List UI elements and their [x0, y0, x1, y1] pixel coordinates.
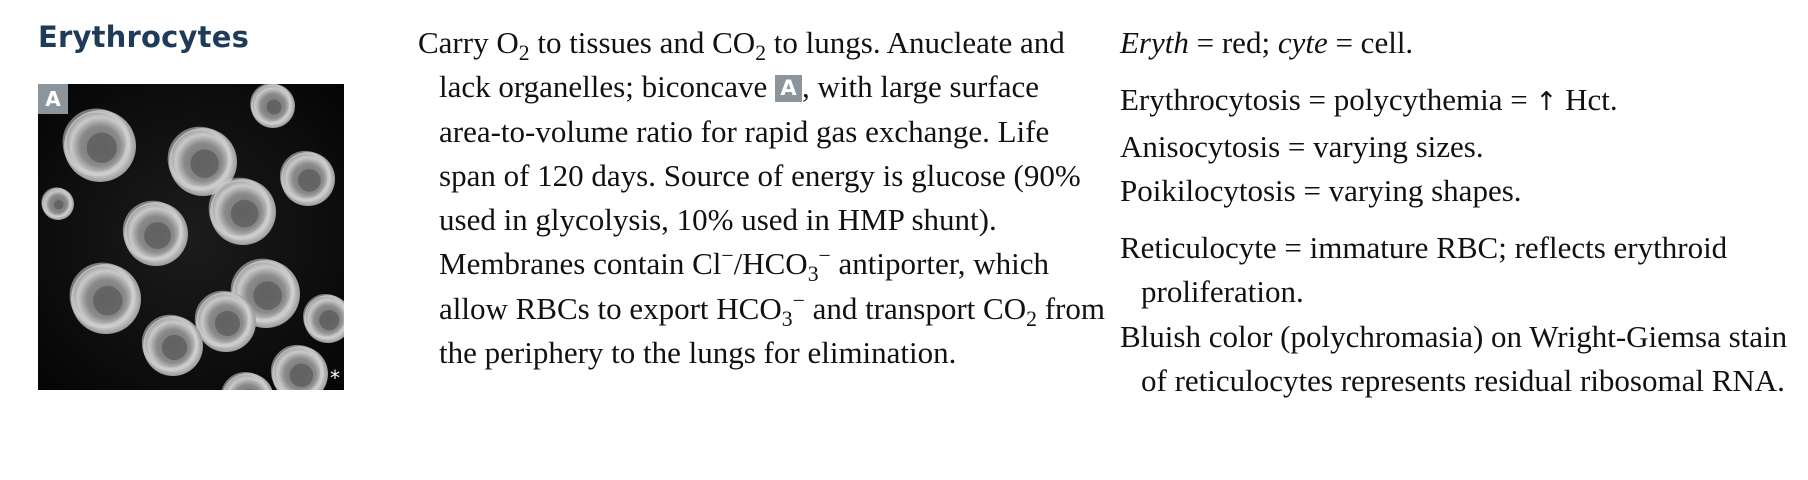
central-pallor: [190, 149, 219, 178]
cell-rim: [41, 187, 72, 218]
cell-rim: [221, 371, 269, 390]
central-pallor: [161, 334, 188, 361]
text-segment: from the periphery to the lungs for elim…: [439, 290, 1105, 371]
cell-rim: [208, 177, 271, 240]
central-pallor: [86, 132, 117, 163]
text-segment: to lungs. Anucleate and lack organelles;…: [439, 25, 1065, 105]
cell-rim: [270, 344, 324, 390]
poikilocytosis-note: Poikilocytosis = varying shapes.: [1120, 172, 1522, 208]
central-pallor: [266, 99, 282, 115]
erythrocytosis-tail: Hct.: [1557, 82, 1618, 118]
cell-rim: [250, 84, 292, 125]
cell-rim: [62, 108, 131, 177]
cell-rim: [122, 200, 183, 261]
description-paragraph: Carry O2 to tissues and CO2 to lungs. An…: [418, 21, 1108, 375]
text-segment: antiporter, which allow RBCs to export H…: [439, 246, 1050, 326]
anisocytosis-note: Anisocytosis = varying sizes.: [1120, 128, 1484, 164]
central-pallor: [144, 222, 172, 250]
inline-figure-label: A: [774, 75, 802, 103]
cell-rim: [167, 126, 232, 191]
central-pallor: [245, 389, 253, 390]
polychromasia-note: Bluish color (polychromasia) on Wright-G…: [1120, 318, 1788, 399]
central-pallor: [289, 363, 314, 388]
section-title: Erythrocytes: [38, 20, 250, 54]
subscript: 3: [781, 306, 793, 331]
etymology-text: = cell.: [1327, 25, 1414, 60]
cell-rim: [194, 290, 252, 348]
central-pallor: [298, 169, 321, 192]
cell-rim: [141, 314, 199, 372]
subscript: 2: [755, 41, 767, 66]
definitions-group: Erythrocytosis = polycythemia = ↑ Hct. A…: [1120, 78, 1806, 213]
reticulocyte-group: Reticulocyte = immature RBC; reflects er…: [1120, 226, 1806, 403]
subscript: 2: [518, 41, 530, 66]
description-column: Carry O2 to tissues and CO2 to lungs. An…: [418, 21, 1108, 375]
text-segment: , with large surface area-to-volume rati…: [439, 69, 1081, 282]
central-pallor: [93, 286, 123, 316]
cell-rim: [303, 294, 344, 340]
central-pallor: [54, 200, 64, 210]
text-segment: /HCO: [733, 246, 808, 282]
etymology-text: = red;: [1188, 25, 1278, 60]
central-pallor: [230, 199, 259, 228]
text-segment: to tissues and CO: [529, 25, 756, 60]
text-segment: and transport CO: [804, 290, 1027, 326]
superscript: −: [721, 244, 734, 269]
etymology-term: Eryth: [1120, 25, 1189, 60]
reticulocyte-note: Reticulocyte = immature RBC; reflects er…: [1120, 230, 1728, 310]
cell-rim: [279, 150, 331, 202]
etymology-term: cyte: [1277, 25, 1328, 60]
erythrocytosis-note: Erythrocytosis = polycythemia = ↑ Hct.: [1120, 78, 1806, 124]
image-corner-mark: *: [330, 366, 340, 390]
text-segment: Carry O: [418, 25, 519, 60]
cell-rim: [69, 262, 136, 329]
central-pallor: [319, 310, 340, 331]
superscript: −: [792, 288, 805, 313]
subscript: 2: [1026, 306, 1037, 331]
image-panel-label: A: [38, 84, 68, 114]
cell-rim: [230, 258, 295, 323]
central-pallor: [253, 281, 282, 310]
etymology-note: Eryth = red; cyte = cell.: [1120, 21, 1806, 65]
erythrocytosis-text: Erythrocytosis = polycythemia =: [1120, 82, 1536, 118]
notes-column: Eryth = red; cyte = cell. Erythrocytosis…: [1120, 21, 1806, 403]
micrograph-drawing: [38, 84, 344, 390]
up-arrow-icon: ↑: [1535, 87, 1558, 118]
subscript: 3: [807, 262, 819, 287]
erythrocyte-micrograph: A *: [38, 84, 344, 390]
central-pallor: [214, 310, 241, 337]
superscript: −: [818, 244, 831, 269]
